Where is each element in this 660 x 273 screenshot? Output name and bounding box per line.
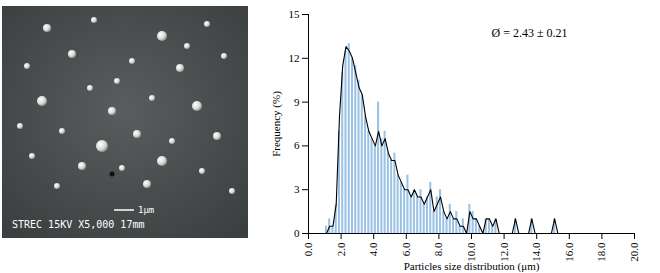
svg-text:Frequency (%): Frequency (%): [270, 91, 283, 157]
svg-text:0: 0: [294, 227, 300, 239]
svg-text:16.0: 16.0: [563, 242, 575, 262]
svg-text:1μm: 1μm: [138, 205, 154, 215]
svg-text:14.0: 14.0: [530, 242, 543, 262]
svg-text:4.0: 4.0: [367, 242, 379, 256]
svg-text:0.0: 0.0: [302, 242, 314, 256]
svg-text:6: 6: [294, 139, 300, 151]
svg-text:18.0: 18.0: [595, 242, 607, 262]
svg-text:15: 15: [289, 8, 301, 20]
svg-text:2.0: 2.0: [335, 242, 347, 256]
svg-text:9: 9: [294, 96, 300, 108]
svg-text:20.0: 20.0: [628, 242, 640, 262]
svg-text:STREC 15KV X5,000 17mm: STREC 15KV X5,000 17mm: [12, 219, 144, 230]
svg-text:Particles size distribution (μ: Particles size distribution (μm): [404, 260, 540, 273]
svg-text:Ø = 2.43 ± 0.21: Ø = 2.43 ± 0.21: [492, 26, 568, 40]
svg-text:8.0: 8.0: [432, 242, 444, 256]
svg-text:12.0: 12.0: [497, 242, 510, 262]
svg-text:6.0: 6.0: [400, 242, 412, 256]
svg-text:10.0: 10.0: [465, 242, 477, 262]
svg-text:3: 3: [294, 183, 300, 195]
svg-text:12: 12: [289, 52, 300, 64]
